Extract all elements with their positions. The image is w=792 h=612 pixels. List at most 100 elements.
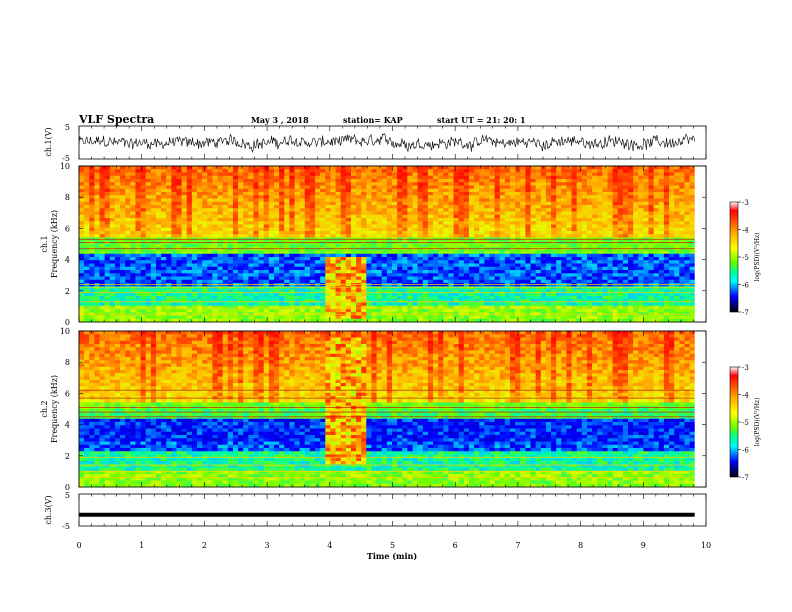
- spectrogram-cell: [176, 182, 183, 186]
- spectrogram-cell: [197, 279, 203, 284]
- spectrogram-cell: [145, 244, 152, 248]
- spectrogram-cell: [458, 185, 465, 190]
- spectrogram-cell: [217, 270, 224, 274]
- spectrogram-cell: [330, 292, 336, 297]
- spectrogram-cell: [258, 231, 265, 235]
- spectrogram-cell: [279, 198, 285, 203]
- spectrogram-cell: [104, 192, 111, 196]
- spectrogram-cell: [551, 169, 557, 173]
- spectrogram-cell: [273, 227, 280, 232]
- spectrogram-cell: [94, 309, 100, 313]
- spectrogram-cell: [320, 244, 326, 248]
- spectrogram-cell: [299, 231, 306, 235]
- spectrogram-cell: [320, 276, 326, 281]
- spectrogram-cell: [186, 244, 193, 248]
- spectrogram-cell: [273, 188, 280, 193]
- spectrogram-cell: [309, 185, 316, 190]
- spectrogram-cell: [289, 208, 295, 212]
- spectrogram-cell: [197, 263, 203, 268]
- spectrogram-cell: [227, 270, 234, 274]
- spectrogram-cell: [202, 260, 208, 264]
- spectrogram-cell: [217, 218, 224, 222]
- spectrogram-cell: [448, 234, 454, 238]
- spectrogram-cell: [197, 211, 203, 216]
- spectrogram-cell: [202, 266, 208, 271]
- spectrogram-cell: [561, 169, 567, 173]
- spectrogram-cell: [268, 214, 275, 219]
- spectrogram-cell: [109, 211, 116, 216]
- spectrogram-cell: [258, 182, 265, 186]
- spectrogram-cell: [227, 292, 234, 297]
- spectrogram-cell: [140, 257, 147, 261]
- spectrogram-cell: [263, 273, 270, 277]
- spectrogram-cell: [176, 175, 183, 180]
- spectrogram-cell: [248, 166, 254, 170]
- spectrogram-cell: [197, 292, 203, 297]
- spectrogram-cell: [207, 208, 213, 212]
- spectrogram-cell: [417, 227, 424, 232]
- spectrogram-cell: [130, 198, 136, 203]
- spectrogram-cell: [499, 266, 506, 271]
- spectrogram-cell: [145, 195, 152, 199]
- spectrogram-cell: [366, 205, 372, 209]
- spectrogram-cell: [376, 185, 383, 190]
- spectrogram-cell: [576, 231, 583, 235]
- spectrogram-cell: [325, 218, 331, 222]
- spectrogram-cell: [607, 205, 614, 209]
- spectrogram-cell: [120, 172, 126, 177]
- spectrogram-cell: [571, 260, 578, 264]
- spectrogram-cell: [551, 201, 557, 206]
- spectrogram-cell: [397, 175, 403, 180]
- spectrogram-cell: [309, 263, 316, 268]
- spectrogram-cell: [381, 299, 388, 303]
- spectrogram-cell: [561, 296, 567, 300]
- spectrogram-cell: [499, 253, 506, 258]
- spectrogram-cell: [171, 253, 177, 258]
- spectrogram-cell: [499, 263, 506, 268]
- spectrogram-cell: [530, 315, 537, 320]
- spectrogram-cell: [94, 195, 100, 199]
- spectrogram-cell: [520, 227, 526, 232]
- spectrogram-cell: [94, 302, 100, 307]
- spectrogram-cell: [150, 292, 157, 297]
- spectrogram-cell: [299, 214, 306, 219]
- spectrogram-cell: [592, 253, 598, 258]
- spectrogram-cell: [551, 292, 557, 297]
- spectrogram-cell: [263, 192, 270, 196]
- spectrogram-cell: [504, 198, 511, 203]
- spectrogram-cell: [253, 175, 259, 180]
- spectrogram-cell: [94, 218, 100, 222]
- spectrogram-cell: [551, 253, 557, 258]
- spectrogram-cell: [166, 172, 172, 177]
- spectrogram-cell: [468, 273, 475, 277]
- spectrogram-cell: [448, 198, 454, 203]
- spectrogram-cell: [253, 166, 259, 170]
- spectrogram-cell: [109, 276, 116, 281]
- spectrogram-cell: [453, 214, 460, 219]
- spectrogram-cell: [104, 253, 111, 258]
- spectrogram-cell: [407, 208, 413, 212]
- spectrogram-cell: [140, 292, 147, 297]
- spectrogram-cell: [494, 192, 501, 196]
- spectrogram-cell: [566, 172, 572, 177]
- spectrogram-cell: [125, 296, 131, 300]
- spectrogram-cell: [556, 218, 562, 222]
- spectrogram-cell: [397, 276, 403, 281]
- spectrogram-cell: [145, 260, 152, 264]
- spectrogram-cell: [140, 260, 147, 264]
- spectrogram-cell: [140, 195, 147, 199]
- spectrogram-cell: [422, 270, 429, 274]
- spectrogram-cell: [592, 166, 598, 170]
- spectrogram-cell: [417, 224, 424, 229]
- spectrogram-cell: [556, 250, 562, 255]
- spectrogram-cell: [325, 260, 331, 264]
- spectrogram-cell: [304, 263, 311, 268]
- spectrogram-cell: [448, 169, 454, 173]
- spectrogram-cell: [484, 208, 490, 212]
- spectrogram-cell: [566, 214, 572, 219]
- spectrogram-cell: [335, 260, 342, 264]
- spectrogram-cell: [94, 185, 100, 190]
- spectrogram-cell: [217, 195, 224, 199]
- spectrogram-cell: [176, 315, 183, 320]
- spectrogram-cell: [268, 266, 275, 271]
